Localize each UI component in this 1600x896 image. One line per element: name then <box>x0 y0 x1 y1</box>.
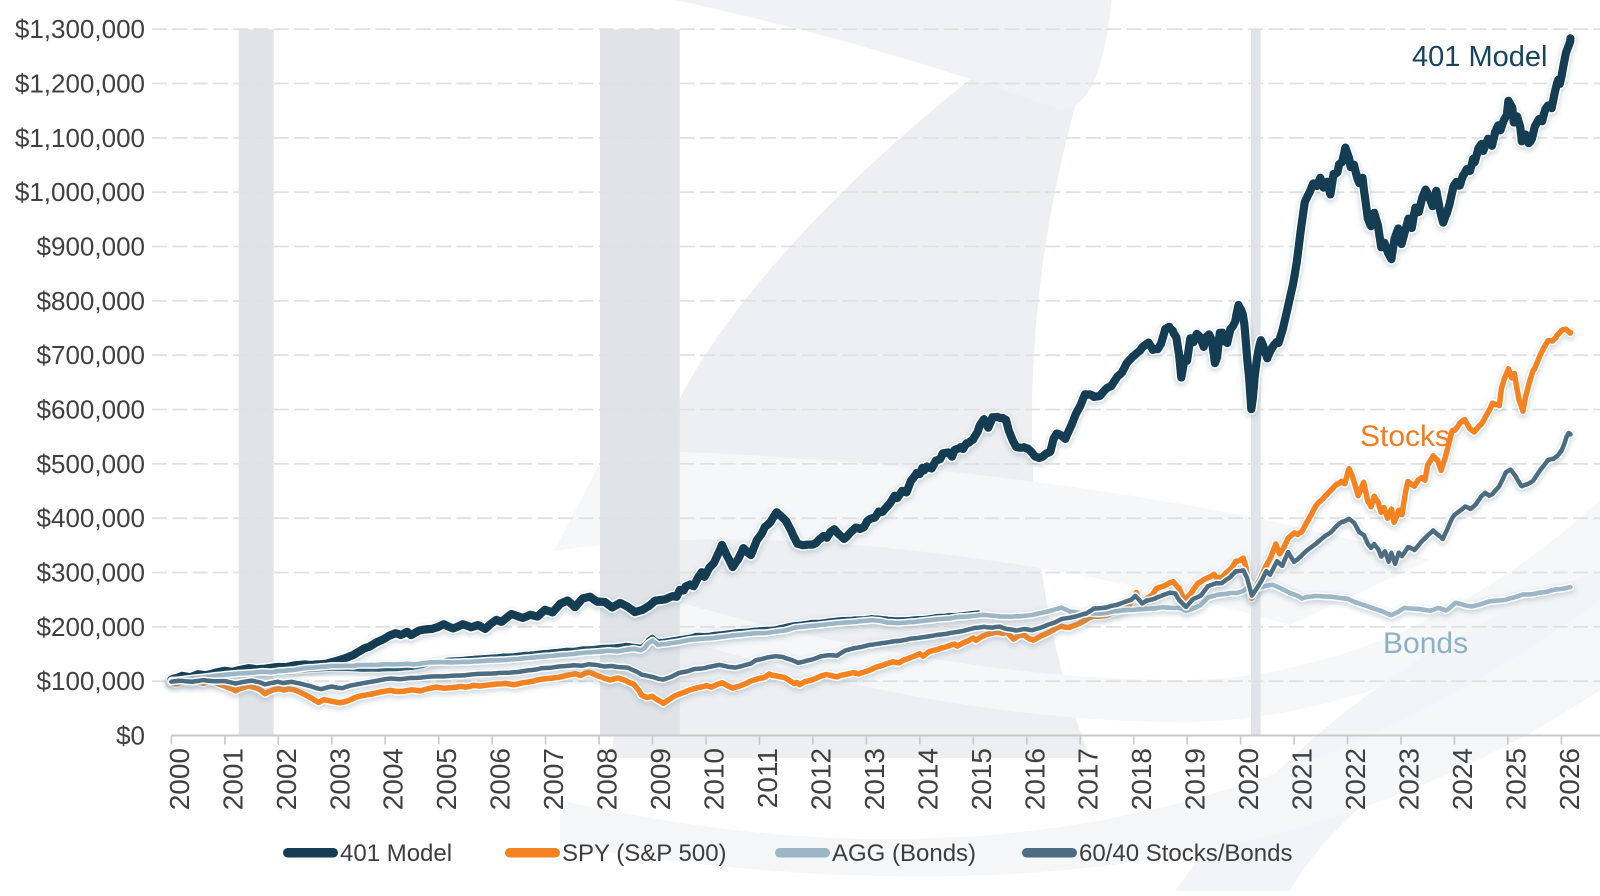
svg-text:2008: 2008 <box>592 748 623 810</box>
svg-text:2003: 2003 <box>324 748 355 810</box>
svg-text:Stocks: Stocks <box>1360 420 1450 453</box>
svg-text:2012: 2012 <box>805 748 836 810</box>
svg-text:2006: 2006 <box>485 748 516 810</box>
svg-text:$1,300,000: $1,300,000 <box>15 14 145 44</box>
svg-text:2025: 2025 <box>1500 748 1531 810</box>
svg-text:SPY (S&P 500): SPY (S&P 500) <box>562 840 727 867</box>
svg-text:$200,000: $200,000 <box>37 612 145 642</box>
svg-text:2013: 2013 <box>859 748 890 810</box>
svg-text:2010: 2010 <box>699 748 730 810</box>
svg-text:2007: 2007 <box>538 748 569 810</box>
svg-text:2000: 2000 <box>164 748 195 810</box>
svg-text:2017: 2017 <box>1073 748 1104 810</box>
svg-text:2024: 2024 <box>1447 748 1478 810</box>
svg-text:2015: 2015 <box>966 748 997 810</box>
svg-text:$500,000: $500,000 <box>37 449 145 479</box>
svg-text:$900,000: $900,000 <box>37 232 145 262</box>
svg-text:2004: 2004 <box>378 748 409 810</box>
svg-text:$1,100,000: $1,100,000 <box>15 123 145 153</box>
svg-text:2020: 2020 <box>1233 748 1264 810</box>
svg-text:2005: 2005 <box>431 748 462 810</box>
svg-text:2001: 2001 <box>217 748 248 810</box>
svg-text:2011: 2011 <box>752 748 783 808</box>
svg-text:AGG (Bonds): AGG (Bonds) <box>832 840 976 867</box>
svg-text:Bonds: Bonds <box>1383 627 1468 660</box>
svg-text:$1,200,000: $1,200,000 <box>15 69 145 99</box>
svg-text:$400,000: $400,000 <box>37 503 145 533</box>
svg-text:401 Model: 401 Model <box>1412 41 1547 73</box>
svg-text:$1,000,000: $1,000,000 <box>15 177 145 207</box>
svg-text:$300,000: $300,000 <box>37 558 145 588</box>
svg-text:2019: 2019 <box>1180 748 1211 810</box>
svg-text:$100,000: $100,000 <box>37 666 145 696</box>
svg-text:401 Model: 401 Model <box>340 840 452 867</box>
svg-text:2016: 2016 <box>1019 748 1050 810</box>
svg-text:2022: 2022 <box>1340 748 1371 810</box>
svg-text:2009: 2009 <box>645 748 676 810</box>
svg-text:2023: 2023 <box>1394 748 1425 810</box>
svg-text:60/40 Stocks/Bonds: 60/40 Stocks/Bonds <box>1079 840 1292 867</box>
svg-text:2021: 2021 <box>1287 748 1318 810</box>
svg-text:2026: 2026 <box>1554 748 1585 810</box>
svg-text:2002: 2002 <box>271 748 302 810</box>
svg-text:2014: 2014 <box>912 748 943 810</box>
svg-text:$600,000: $600,000 <box>37 395 145 425</box>
svg-text:$700,000: $700,000 <box>37 340 145 370</box>
svg-text:2018: 2018 <box>1126 748 1157 810</box>
svg-text:$0: $0 <box>116 721 145 751</box>
svg-text:$800,000: $800,000 <box>37 286 145 316</box>
